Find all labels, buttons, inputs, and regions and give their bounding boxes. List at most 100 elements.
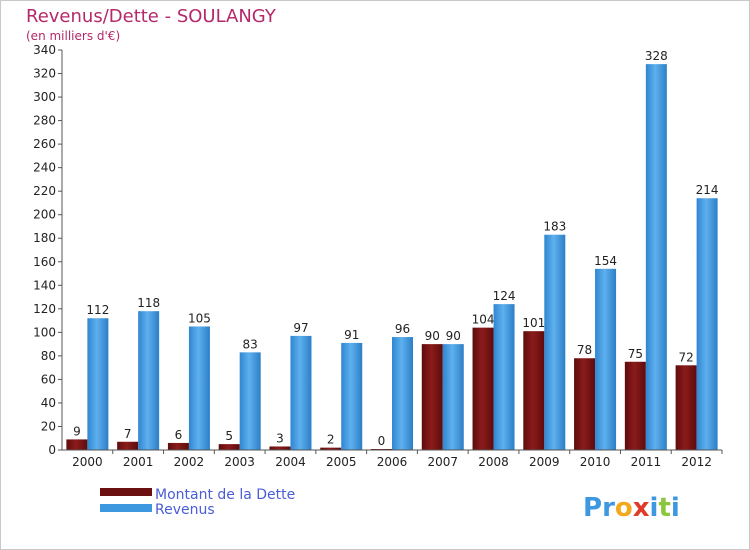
y-tick-label: 120 [33,302,56,316]
value-label-dette: 101 [522,316,545,330]
y-tick-label: 180 [33,231,56,245]
value-label-revenus: 183 [543,220,566,234]
bar-revenus [645,64,667,450]
x-tick-label: 2006 [377,455,408,469]
logo-letter: x [633,493,650,523]
bar-dette [624,361,646,450]
y-tick-label: 260 [33,137,56,151]
y-tick-label: 240 [33,161,56,175]
logo-letter: i [671,493,680,523]
value-label-revenus: 96 [395,322,410,336]
bar-dette [320,447,342,450]
logo-letter: P [583,493,602,523]
value-label-dette: 90 [425,329,440,343]
value-label-revenus: 90 [446,329,461,343]
value-label-dette: 5 [225,429,233,443]
y-tick-label: 0 [48,443,56,457]
value-label-dette: 0 [378,434,386,448]
bar-revenus [442,344,464,450]
y-tick-label: 140 [33,278,56,292]
value-label-revenus: 91 [344,328,359,342]
y-tick-label: 280 [33,114,56,128]
legend-label-revenus: Revenus [155,502,215,518]
bar-dette [675,365,697,450]
legend-swatch-revenus [100,504,152,512]
x-tick-label: 2011 [631,455,662,469]
bar-revenus [595,268,617,450]
x-tick-label: 2012 [681,455,712,469]
value-label-dette: 104 [472,313,495,327]
value-label-revenus: 328 [645,49,668,63]
value-label-dette: 3 [276,431,284,445]
x-tick-label: 2002 [174,455,205,469]
value-label-revenus: 124 [493,289,516,303]
value-label-dette: 6 [175,428,183,442]
bar-revenus [290,335,312,450]
y-tick-label: 340 [33,43,56,57]
x-tick-label: 2001 [123,455,154,469]
bar-revenus [138,311,160,450]
bar-dette [269,446,291,450]
y-tick-label: 320 [33,67,56,81]
y-tick-label: 80 [41,349,56,363]
chart-subtitle: (en milliers d'€) [26,29,120,43]
bar-dette [523,331,545,450]
value-label-dette: 7 [124,427,132,441]
y-axis: 0 20 40 60 80 100 120 140 160 180 200 220 240 260 280 3… [33,43,63,457]
value-label-revenus: 112 [86,303,109,317]
bar-revenus [188,326,210,450]
value-label-revenus: 118 [137,296,160,310]
legend: Montant de la Dette Revenus [100,487,295,518]
bar-revenus [544,234,566,450]
x-tick-label: 2009 [529,455,560,469]
bar-revenus [493,304,515,450]
bar-revenus [696,198,718,450]
bar-dette [218,444,240,450]
legend-swatch-debt [100,488,152,496]
bars-group: 9 112 7 118 6 105 5 83 3 97 2 91 0 96 90 90 104 124 101 183… [66,49,719,450]
y-tick-label: 220 [33,184,56,198]
value-label-revenus: 154 [594,254,617,268]
bar-dette [66,439,88,450]
y-tick-label: 160 [33,255,56,269]
x-tick-label: 2000 [72,455,103,469]
logo-letter: r [602,493,615,523]
value-label-dette: 75 [628,347,643,361]
logo-letter: t [658,493,670,523]
value-label-revenus: 214 [696,183,719,197]
y-tick-label: 60 [41,372,56,386]
bar-revenus [341,342,363,450]
y-tick-label: 20 [41,419,56,433]
y-tick-label: 100 [33,325,56,339]
value-label-revenus: 105 [188,311,211,325]
x-axis: 2000 2001 2002 2003 2004 2005 2006 2007 2008 2009… [62,449,723,469]
logo-letter: i [650,493,659,523]
x-tick-label: 2008 [478,455,509,469]
bar-revenus [392,337,413,450]
y-tick-label: 40 [41,396,56,410]
y-tick-label: 200 [33,208,56,222]
x-tick-label: 2005 [326,455,357,469]
bar-dette [421,344,443,450]
logo-letter: o [615,493,633,523]
x-tick-label: 2003 [224,455,255,469]
proxiti-logo: Proxiti [583,493,680,523]
x-tick-label: 2004 [275,455,306,469]
y-tick-label: 300 [33,90,56,104]
value-label-dette: 2 [327,433,335,447]
bar-dette [167,442,189,450]
value-label-revenus: 83 [243,337,258,351]
value-label-dette: 9 [73,424,81,438]
chart-title: Revenus/Dette - SOULANGY [26,6,277,27]
x-tick-label: 2007 [427,455,458,469]
bar-dette [117,441,139,450]
bar-revenus [239,352,261,450]
x-tick-label: 2010 [580,455,611,469]
value-label-dette: 72 [678,350,693,364]
bar-dette [472,327,494,450]
value-label-revenus: 97 [293,321,308,335]
legend-label-debt: Montant de la Dette [155,487,295,503]
